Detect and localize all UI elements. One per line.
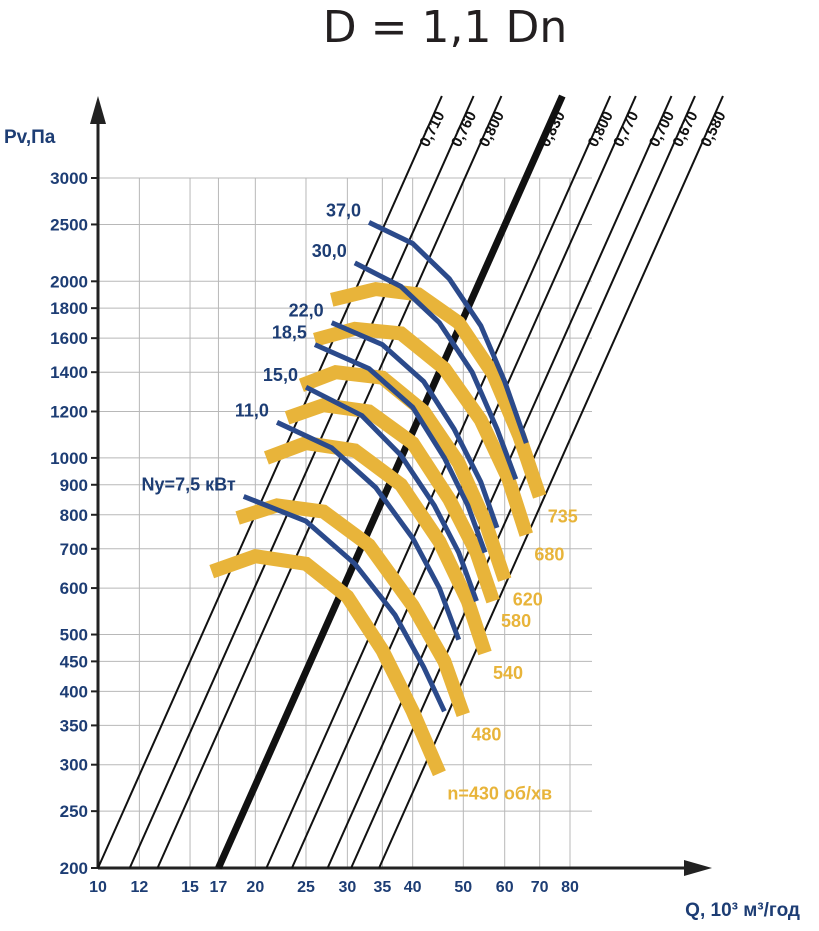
x-axis-label: Q, 10³ м³/год — [685, 900, 800, 921]
y-tick-label: 600 — [60, 579, 88, 598]
speed-label: 580 — [501, 611, 531, 631]
y-tick-label: 3000 — [50, 169, 88, 188]
x-tick-label: 70 — [531, 879, 549, 896]
speed-curve — [298, 365, 512, 582]
x-tick-label: 50 — [454, 879, 472, 896]
y-axis-arrow — [90, 96, 106, 124]
y-tick-label: 300 — [60, 756, 88, 775]
efficiency-line — [128, 95, 475, 869]
power-label: Ny=7,5 кВт — [142, 474, 236, 494]
efficiency-line — [156, 95, 503, 869]
x-axis-arrow — [684, 860, 712, 876]
efficiency-line — [97, 95, 443, 869]
power-curves — [242, 220, 529, 713]
x-tick-label: 80 — [561, 879, 579, 896]
power-label: 22,0 — [289, 301, 324, 321]
x-tick-label: 25 — [297, 879, 315, 896]
speed-label: 620 — [513, 590, 543, 610]
power-curve — [367, 220, 529, 444]
axes: 3000 2500 2000 1800 1600 1400 1200 1000 900 800 70… — [50, 96, 712, 896]
power-label: 30,0 — [312, 241, 347, 261]
efficiency-line — [378, 95, 724, 869]
y-tick-label: 200 — [60, 859, 88, 878]
speed-curve — [284, 398, 500, 604]
speed-label: 735 — [548, 506, 578, 526]
power-curve — [353, 260, 519, 481]
x-tick-label: 12 — [130, 879, 148, 896]
x-tick-label: 40 — [404, 879, 422, 896]
x-tick-label: 17 — [210, 879, 228, 896]
x-tick-label: 35 — [373, 879, 391, 896]
efficiency-label: 0,770 — [610, 109, 642, 150]
speed-curve — [235, 498, 470, 718]
x-tick-label: 30 — [338, 879, 356, 896]
power-curve — [242, 494, 447, 713]
speed-label: n=430 об/хв — [447, 783, 552, 803]
power-label: 18,5 — [272, 323, 307, 343]
x-tick-label: 60 — [496, 879, 514, 896]
y-tick-label: 250 — [60, 802, 88, 821]
x-tick-label: 10 — [89, 879, 107, 896]
y-tick-label: 1600 — [50, 329, 88, 348]
efficiency-label: 0,760 — [448, 109, 480, 150]
y-tick-label: 1800 — [50, 299, 88, 318]
y-tick-label: 700 — [60, 540, 88, 559]
y-tick-label: 1400 — [50, 363, 88, 382]
speed-curves — [209, 281, 547, 777]
power-curve — [313, 342, 488, 554]
y-tick-label: 500 — [60, 626, 88, 645]
efficiency-label: 0,580 — [697, 109, 729, 150]
efficiency-label: 0,800 — [476, 109, 508, 150]
x-tick-label: 20 — [246, 879, 264, 896]
y-axis-label: Pv,Па — [4, 127, 56, 148]
power-curve — [275, 420, 462, 641]
efficiency-line — [326, 95, 673, 869]
speed-curve — [313, 321, 533, 537]
power-curve — [304, 384, 479, 602]
power-label: 11,0 — [235, 400, 269, 420]
efficiency-label: 0,710 — [416, 109, 448, 150]
y-tick-label: 1000 — [50, 449, 88, 468]
power-label: 15,0 — [263, 365, 298, 385]
y-tick-label: 450 — [60, 652, 88, 671]
efficiency-line — [350, 95, 696, 869]
speed-curve — [330, 281, 547, 499]
y-tick-label: 900 — [60, 476, 88, 495]
chart-title: D = 1,1 Dn — [323, 2, 567, 53]
y-tick-label: 2000 — [50, 272, 88, 291]
speed-curve — [209, 549, 446, 777]
y-tick-label: 1200 — [50, 402, 88, 421]
speed-curve — [263, 435, 492, 656]
y-tick-label: 2500 — [50, 215, 88, 234]
x-tick-label: 15 — [181, 879, 199, 896]
speed-label: 540 — [493, 663, 523, 683]
speed-label: 680 — [534, 545, 564, 565]
y-tick-label: 800 — [60, 506, 88, 525]
efficiency-label: 0,830 — [537, 109, 569, 150]
y-tick-label: 400 — [60, 682, 88, 701]
speed-label: 480 — [471, 725, 501, 745]
power-curve — [330, 320, 500, 529]
y-tick-label: 350 — [60, 716, 88, 735]
power-label: 37,0 — [326, 200, 361, 220]
